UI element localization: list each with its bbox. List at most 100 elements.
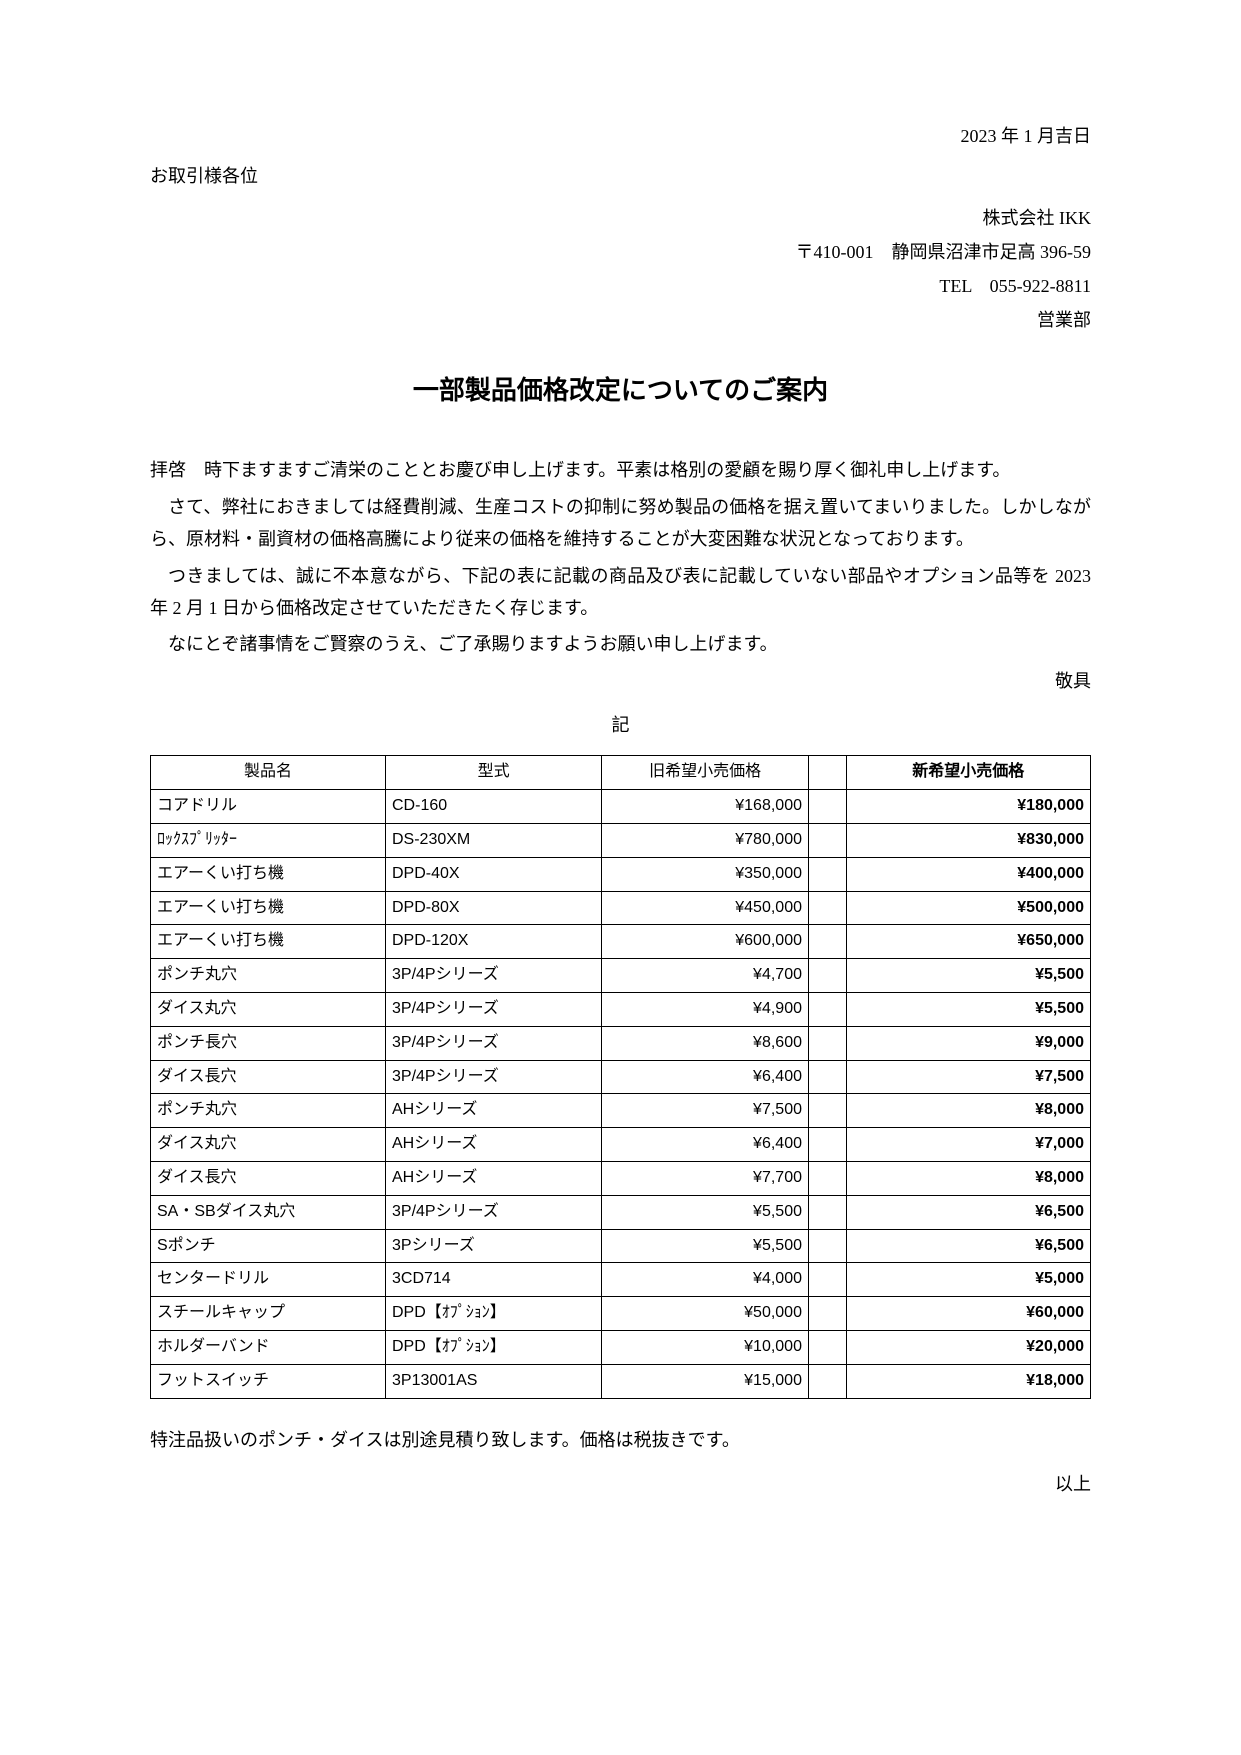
cell-model: 3P/4Pシリーズ [386,959,602,993]
header-old-price: 旧希望小売価格 [602,756,809,790]
cell-spacer [808,1297,846,1331]
cell-model: 3CD714 [386,1263,602,1297]
header-name: 製品名 [151,756,386,790]
cell-new-price: ¥6,500 [846,1195,1090,1229]
cell-product-name: ダイス丸穴 [151,993,386,1027]
cell-old-price: ¥350,000 [602,857,809,891]
cell-old-price: ¥8,600 [602,1026,809,1060]
cell-model: DPD-40X [386,857,602,891]
table-row: ポンチ丸穴3P/4Pシリーズ¥4,700¥5,500 [151,959,1091,993]
table-row: ホルダーバンドDPD【ｵﾌﾟｼｮﾝ】¥10,000¥20,000 [151,1331,1091,1365]
cell-new-price: ¥400,000 [846,857,1090,891]
cell-spacer [808,1060,846,1094]
cell-product-name: コアドリル [151,790,386,824]
cell-spacer [808,1026,846,1060]
paragraph-3: つきましては、誠に不本意ながら、下記の表に記載の商品及び表に記載していない部品や… [150,560,1091,625]
cell-new-price: ¥500,000 [846,891,1090,925]
cell-spacer [808,857,846,891]
cell-old-price: ¥600,000 [602,925,809,959]
cell-product-name: ﾛｯｸｽﾌﾟﾘｯﾀｰ [151,824,386,858]
cell-product-name: エアーくい打ち機 [151,925,386,959]
table-row: エアーくい打ち機DPD-40X¥350,000 ¥400,000 [151,857,1091,891]
cell-spacer [808,1162,846,1196]
cell-spacer [808,959,846,993]
cell-old-price: ¥780,000 [602,824,809,858]
table-row: SA・SBダイス丸穴3P/4Pシリーズ¥5,500¥6,500 [151,1195,1091,1229]
cell-model: 3P13001AS [386,1364,602,1398]
cell-old-price: ¥168,000 [602,790,809,824]
cell-model: AHシリーズ [386,1128,602,1162]
cell-spacer [808,891,846,925]
table-row: センタードリル3CD714¥4,000¥5,000 [151,1263,1091,1297]
cell-old-price: ¥50,000 [602,1297,809,1331]
cell-product-name: ダイス丸穴 [151,1128,386,1162]
sender-tel: TEL 055-922-8811 [150,269,1091,303]
table-row: ﾛｯｸｽﾌﾟﾘｯﾀｰDS-230XM¥780,000¥830,000 [151,824,1091,858]
cell-new-price: ¥7,500 [846,1060,1090,1094]
cell-spacer [808,790,846,824]
sender-company: 株式会社 IKK [150,201,1091,235]
closing-keigu: 敬具 [150,665,1091,697]
sender-address: 〒410-001 静岡県沼津市足高 396-59 [150,235,1091,269]
cell-new-price: ¥8,000 [846,1162,1090,1196]
cell-model: DPD【ｵﾌﾟｼｮﾝ】 [386,1297,602,1331]
table-row: ダイス長穴AHシリーズ¥7,700¥8,000 [151,1162,1091,1196]
cell-product-name: ポンチ丸穴 [151,1094,386,1128]
header-spacer [808,756,846,790]
cell-model: 3P/4Pシリーズ [386,1060,602,1094]
cell-model: 3Pシリーズ [386,1229,602,1263]
cell-spacer [808,1229,846,1263]
cell-product-name: センタードリル [151,1263,386,1297]
footnote: 特注品扱いのポンチ・ダイスは別途見積り致します。価格は税抜きです。 [150,1424,1091,1456]
cell-spacer [808,925,846,959]
cell-old-price: ¥6,400 [602,1060,809,1094]
cell-spacer [808,1364,846,1398]
cell-old-price: ¥7,700 [602,1162,809,1196]
cell-new-price: ¥6,500 [846,1229,1090,1263]
cell-old-price: ¥15,000 [602,1364,809,1398]
cell-spacer [808,1263,846,1297]
table-header-row: 製品名 型式 旧希望小売価格 新希望小売価格 [151,756,1091,790]
recipient: お取引様各位 [150,160,1091,192]
table-row: スチールキャップDPD【ｵﾌﾟｼｮﾝ】¥50,000¥60,000 [151,1297,1091,1331]
table-row: ポンチ丸穴AHシリーズ¥7,500¥8,000 [151,1094,1091,1128]
cell-old-price: ¥4,700 [602,959,809,993]
document-date: 2023 年 1 月吉日 [150,120,1091,152]
cell-new-price: ¥180,000 [846,790,1090,824]
cell-product-name: ダイス長穴 [151,1162,386,1196]
cell-spacer [808,1128,846,1162]
cell-new-price: ¥8,000 [846,1094,1090,1128]
cell-product-name: ホルダーバンド [151,1331,386,1365]
cell-old-price: ¥7,500 [602,1094,809,1128]
cell-model: 3P/4Pシリーズ [386,1195,602,1229]
header-model: 型式 [386,756,602,790]
cell-model: 3P/4Pシリーズ [386,993,602,1027]
table-row: ポンチ長穴3P/4Pシリーズ¥8,600 ¥9,000 [151,1026,1091,1060]
cell-model: DPD-120X [386,925,602,959]
header-new-price: 新希望小売価格 [846,756,1090,790]
cell-old-price: ¥10,000 [602,1331,809,1365]
cell-spacer [808,993,846,1027]
cell-new-price: ¥20,000 [846,1331,1090,1365]
cell-product-name: エアーくい打ち機 [151,891,386,925]
cell-model: 3P/4Pシリーズ [386,1026,602,1060]
cell-product-name: エアーくい打ち機 [151,857,386,891]
cell-new-price: ¥7,000 [846,1128,1090,1162]
cell-product-name: ポンチ丸穴 [151,959,386,993]
table-row: ダイス丸穴AHシリーズ¥6,400 ¥7,000 [151,1128,1091,1162]
cell-old-price: ¥5,500 [602,1229,809,1263]
cell-spacer [808,1094,846,1128]
cell-product-name: ポンチ長穴 [151,1026,386,1060]
cell-model: DS-230XM [386,824,602,858]
ki-marker: 記 [150,709,1091,741]
paragraph-4: なにとぞ諸事情をご賢察のうえ、ご了承賜りますようお願い申し上げます。 [150,628,1091,660]
cell-product-name: ダイス長穴 [151,1060,386,1094]
document-title: 一部製品価格改定についてのご案内 [150,368,1091,415]
cell-old-price: ¥6,400 [602,1128,809,1162]
cell-new-price: ¥650,000 [846,925,1090,959]
table-row: エアーくい打ち機DPD-80X¥450,000¥500,000 [151,891,1091,925]
sender-dept: 営業部 [150,303,1091,337]
cell-model: DPD-80X [386,891,602,925]
cell-new-price: ¥9,000 [846,1026,1090,1060]
cell-new-price: ¥18,000 [846,1364,1090,1398]
